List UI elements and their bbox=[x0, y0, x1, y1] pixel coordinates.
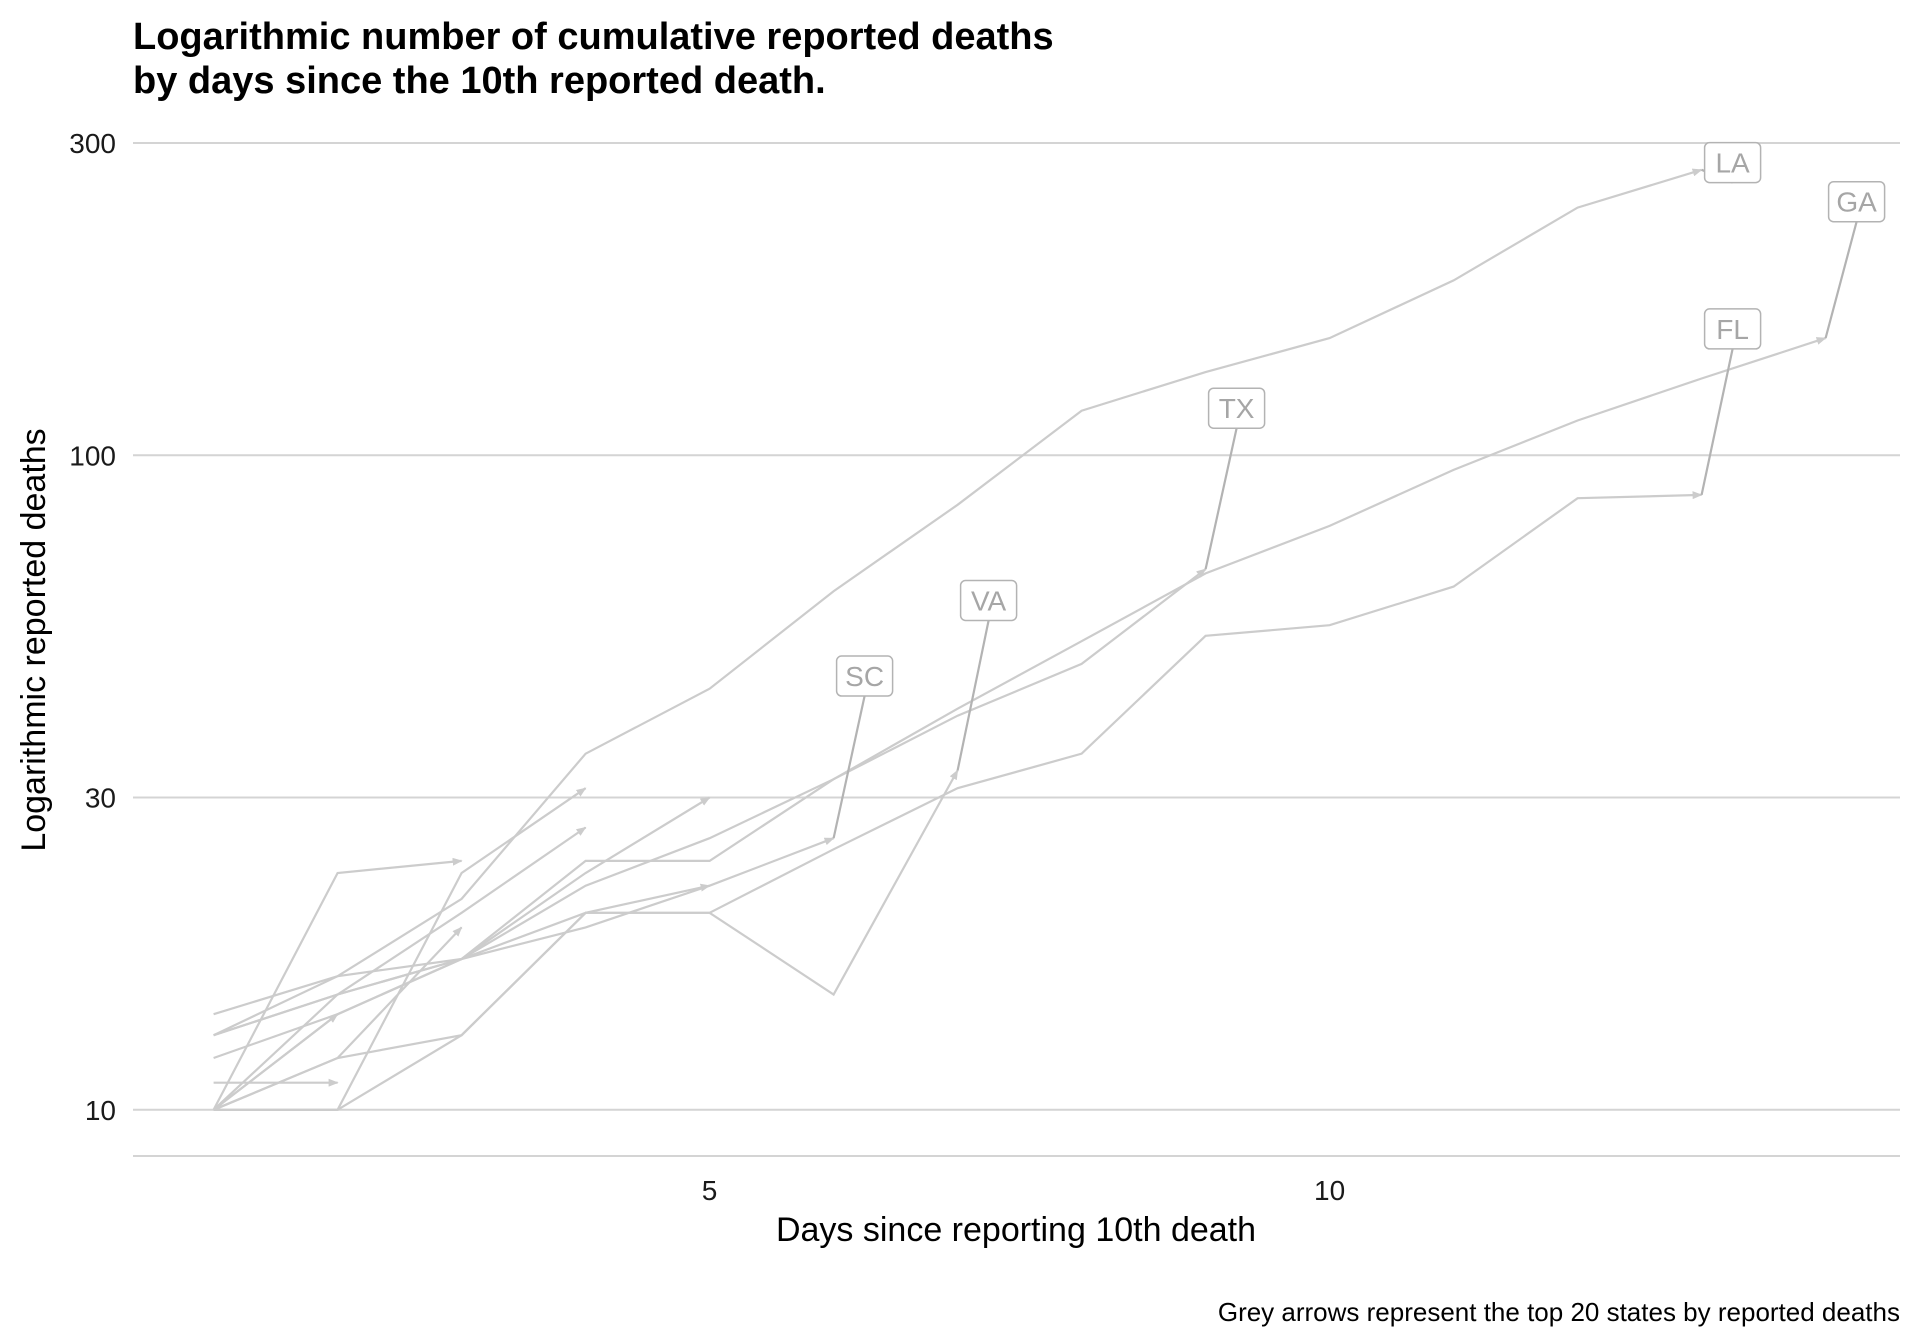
series-label-tx: TX bbox=[1219, 393, 1255, 424]
label-leader-line bbox=[956, 620, 990, 771]
x-tick-label: 5 bbox=[702, 1175, 718, 1206]
series-line-va bbox=[213, 769, 959, 1111]
label-leader-line bbox=[1700, 348, 1734, 496]
series-line-la bbox=[213, 168, 1703, 1037]
series-line-tx bbox=[212, 568, 1207, 1111]
series-labels: LA GA FL TX VA SC bbox=[832, 141, 1886, 839]
chart-title-line: Logarithmic number of cumulative reporte… bbox=[133, 16, 1054, 58]
x-axis-label: Days since reporting 10th death bbox=[776, 1211, 1256, 1249]
y-tick-label: 30 bbox=[85, 783, 116, 814]
x-tick-label: 10 bbox=[1314, 1175, 1345, 1206]
caption: Grey arrows represent the top 20 states … bbox=[1218, 1297, 1900, 1327]
y-tick-label: 300 bbox=[69, 128, 116, 159]
y-tick-labels: 10 30 100 300 bbox=[69, 128, 116, 1126]
chart-title: Logarithmic number of cumulative reporte… bbox=[133, 16, 1054, 102]
y-tick-label: 100 bbox=[69, 440, 116, 471]
series-label-box bbox=[959, 579, 1018, 622]
label-leader-line bbox=[1824, 221, 1858, 339]
series-line-ga bbox=[212, 337, 1827, 1111]
series-label-box bbox=[1703, 308, 1762, 350]
series-label-box bbox=[835, 655, 894, 697]
chart-title-line: by days since the 10th reported death. bbox=[133, 60, 826, 102]
series-line bbox=[213, 926, 463, 1111]
gridlines bbox=[133, 142, 1900, 1111]
series-line bbox=[212, 857, 463, 1111]
series-line-fl bbox=[213, 491, 1703, 1111]
series-label-box bbox=[1703, 141, 1762, 184]
label-leader-line bbox=[832, 695, 866, 839]
series-label-box bbox=[1827, 180, 1886, 223]
series-label-la: LA bbox=[1715, 148, 1750, 179]
series-label-va: VA bbox=[971, 585, 1007, 616]
series-label-box bbox=[1207, 387, 1266, 429]
series-label-fl: FL bbox=[1716, 314, 1749, 345]
series-line bbox=[213, 787, 587, 1111]
series-label-ga: GA bbox=[1836, 187, 1877, 218]
series-label-sc: SC bbox=[845, 661, 884, 692]
series-line bbox=[213, 796, 711, 1060]
y-tick-label: 10 bbox=[85, 1095, 116, 1126]
series-lines bbox=[212, 168, 1827, 1111]
series-line bbox=[212, 1013, 339, 1111]
y-axis-label: Logarithmic reported deaths bbox=[15, 428, 53, 851]
x-tick-labels: 5 10 bbox=[702, 1175, 1345, 1206]
label-leader-line bbox=[1204, 428, 1238, 570]
series-line bbox=[213, 883, 711, 1037]
series-line-sc bbox=[213, 837, 835, 1016]
